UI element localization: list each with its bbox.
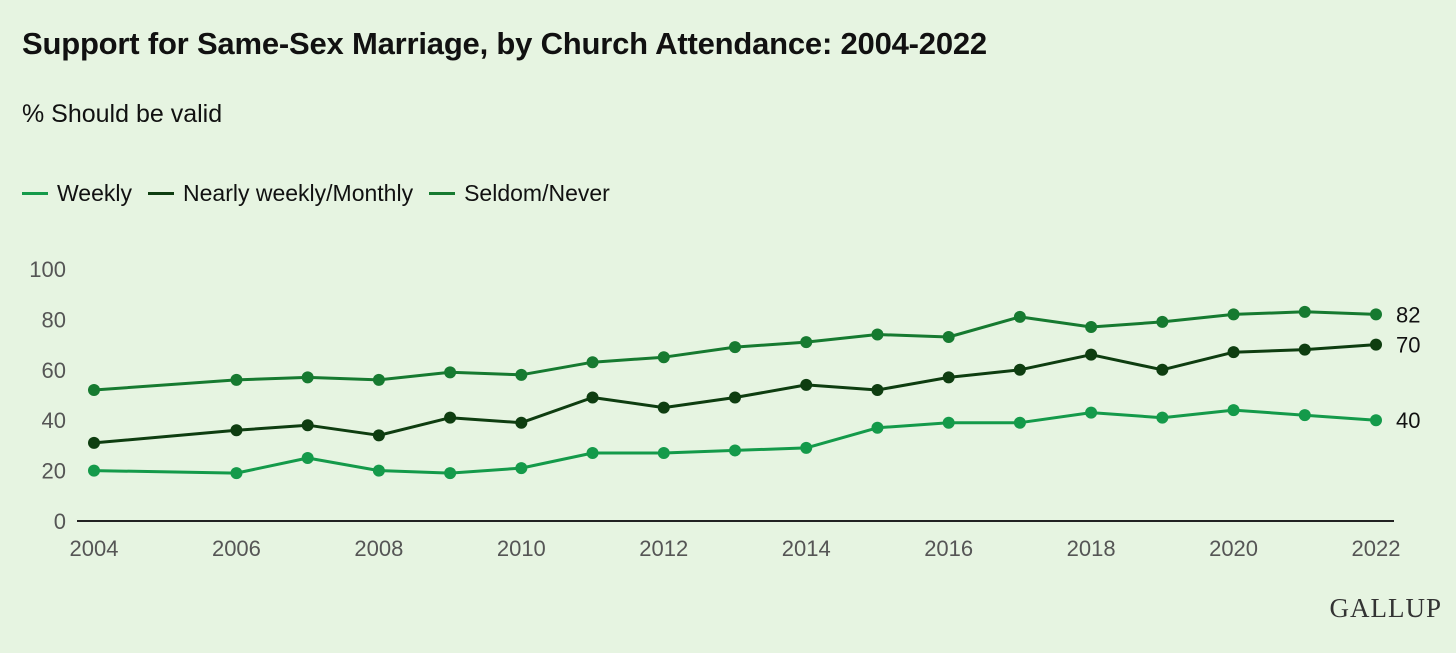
- legend-swatch-weekly: [22, 192, 48, 195]
- x-tick-label-2022: 2022: [1352, 536, 1401, 561]
- x-tick-label-2020: 2020: [1209, 536, 1258, 561]
- y-tick-label-40: 40: [42, 408, 66, 433]
- series-line-seldom-never: [93, 310, 1377, 392]
- series-line-weekly: [93, 408, 1377, 475]
- data-point-nearly-weekly-monthly-2020: [1227, 346, 1240, 359]
- data-point-nearly-weekly-monthly-2006: [230, 424, 243, 437]
- legend-label-nearly-weekly-monthly: Nearly weekly/Monthly: [183, 180, 414, 206]
- data-point-seldom-never-2019: [1156, 315, 1169, 328]
- data-point-nearly-weekly-monthly-2011: [586, 391, 599, 404]
- data-point-nearly-weekly-monthly-2022: [1370, 338, 1382, 351]
- x-tick-label-2012: 2012: [639, 536, 688, 561]
- x-tick-label-2014: 2014: [782, 536, 831, 561]
- series-line-nearly-weekly-monthly: [93, 343, 1377, 445]
- data-point-seldom-never-2018: [1085, 320, 1098, 333]
- data-point-nearly-weekly-monthly-2015: [871, 383, 884, 396]
- legend-label-weekly: Weekly: [57, 180, 132, 206]
- end-label-weekly: 40: [1396, 408, 1420, 433]
- data-point-nearly-weekly-monthly-2013: [729, 391, 741, 404]
- data-point-weekly-2020: [1227, 404, 1240, 417]
- data-point-weekly-2015: [871, 421, 884, 434]
- data-point-seldom-never-2015: [871, 328, 884, 341]
- data-point-nearly-weekly-monthly-2007: [301, 419, 314, 432]
- data-point-weekly-2019: [1156, 411, 1169, 424]
- data-point-weekly-2012: [657, 446, 670, 459]
- data-point-weekly-2006: [230, 467, 243, 480]
- data-point-seldom-never-2021: [1298, 305, 1311, 318]
- data-point-weekly-2016: [942, 416, 955, 429]
- data-point-weekly-2021: [1298, 409, 1311, 422]
- data-point-seldom-never-2016: [942, 331, 955, 344]
- legend-item-seldom-never: Seldom/Never: [429, 180, 610, 207]
- x-tick-label-2008: 2008: [354, 536, 403, 561]
- data-point-seldom-never-2004: [88, 383, 100, 396]
- data-point-seldom-never-2010: [515, 368, 528, 381]
- y-tick-label-60: 60: [42, 358, 66, 383]
- data-point-nearly-weekly-monthly-2021: [1298, 343, 1311, 356]
- legend-item-weekly: Weekly: [22, 180, 132, 207]
- data-point-nearly-weekly-monthly-2017: [1013, 363, 1026, 376]
- data-point-seldom-never-2022: [1370, 308, 1382, 321]
- legend-item-nearly-weekly-monthly: Nearly weekly/Monthly: [148, 180, 413, 207]
- data-point-weekly-2013: [729, 444, 741, 457]
- data-point-nearly-weekly-monthly-2012: [657, 401, 670, 414]
- data-point-nearly-weekly-monthly-2010: [515, 416, 528, 429]
- x-tick-label-2010: 2010: [497, 536, 546, 561]
- data-point-seldom-never-2013: [729, 341, 741, 354]
- x-tick-label-2018: 2018: [1067, 536, 1116, 561]
- x-tick-label-2006: 2006: [212, 536, 261, 561]
- data-point-seldom-never-2017: [1013, 310, 1026, 323]
- data-point-weekly-2011: [586, 446, 599, 459]
- data-point-nearly-weekly-monthly-2009: [444, 411, 457, 424]
- data-point-weekly-2022: [1370, 414, 1382, 427]
- legend-swatch-nearly-weekly-monthly: [148, 192, 174, 195]
- data-point-nearly-weekly-monthly-2008: [372, 429, 385, 442]
- chart-subtitle: % Should be valid: [22, 100, 223, 128]
- y-tick-label-80: 80: [42, 307, 66, 332]
- data-point-seldom-never-2020: [1227, 308, 1240, 321]
- data-point-seldom-never-2011: [586, 356, 599, 369]
- data-point-nearly-weekly-monthly-2004: [88, 436, 100, 449]
- data-point-weekly-2014: [800, 441, 813, 454]
- data-point-weekly-2009: [444, 467, 457, 480]
- data-point-weekly-2007: [301, 452, 314, 464]
- x-tick-label-2004: 2004: [70, 536, 119, 561]
- data-point-weekly-2017: [1013, 416, 1026, 429]
- legend-swatch-seldom-never: [429, 192, 456, 195]
- y-tick-label-0: 0: [54, 509, 66, 534]
- data-point-seldom-never-2008: [372, 373, 385, 386]
- data-point-weekly-2008: [372, 464, 385, 477]
- x-tick-label-2016: 2016: [924, 536, 973, 561]
- data-point-weekly-2018: [1085, 406, 1098, 419]
- legend: Weekly Nearly weekly/Monthly Seldom/Neve…: [22, 180, 626, 207]
- end-label-nearly-weekly-monthly: 70: [1396, 333, 1420, 358]
- data-point-weekly-2004: [88, 464, 100, 477]
- chart-title: Support for Same-Sex Marriage, by Church…: [22, 26, 987, 61]
- end-label-seldom-never: 82: [1396, 302, 1420, 327]
- data-point-seldom-never-2007: [301, 371, 314, 384]
- data-point-seldom-never-2012: [657, 351, 670, 364]
- y-tick-label-20: 20: [42, 459, 66, 484]
- data-point-seldom-never-2009: [444, 366, 457, 379]
- gallup-logo: GALLUP: [1329, 593, 1442, 623]
- data-point-seldom-never-2014: [800, 336, 813, 349]
- data-point-nearly-weekly-monthly-2019: [1156, 363, 1169, 376]
- data-point-seldom-never-2006: [230, 373, 243, 386]
- data-point-weekly-2010: [515, 462, 528, 475]
- data-point-nearly-weekly-monthly-2018: [1085, 348, 1098, 361]
- legend-label-seldom-never: Seldom/Never: [464, 180, 610, 206]
- y-tick-label-100: 100: [29, 257, 66, 282]
- data-point-nearly-weekly-monthly-2014: [800, 378, 813, 391]
- data-point-nearly-weekly-monthly-2016: [942, 371, 955, 384]
